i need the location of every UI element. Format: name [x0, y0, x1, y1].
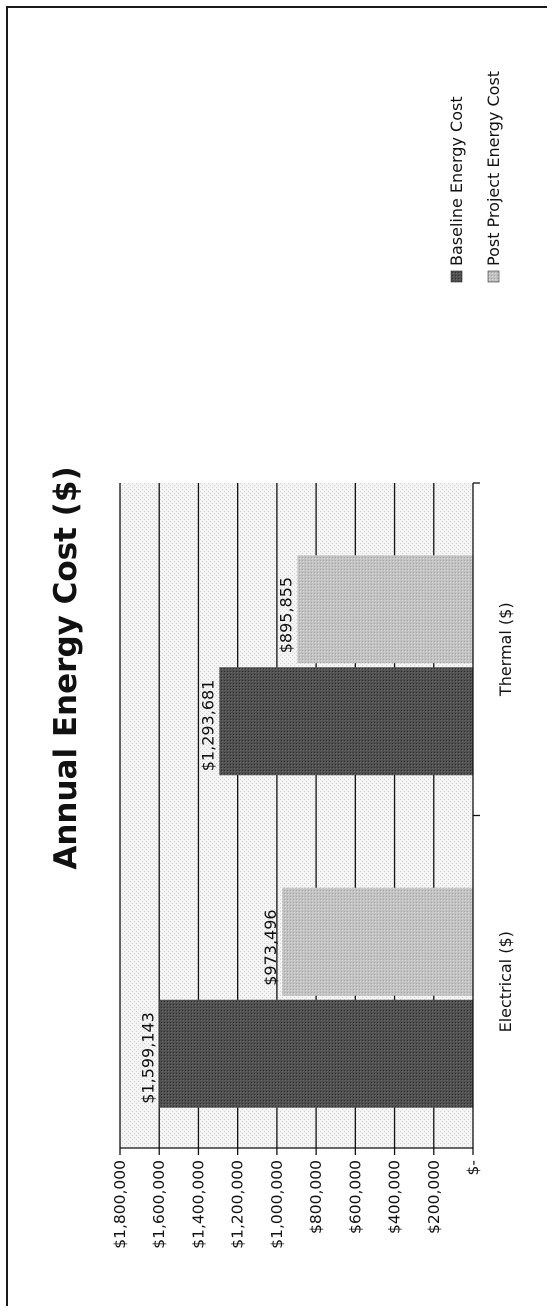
y-tick-label: $-: [464, 1160, 482, 1175]
chart-rotated-container: Annual Energy Cost ($) $- $200,000 $400,00…: [8, 8, 548, 1308]
y-tick-label: $600,000: [346, 1160, 364, 1234]
axes: [119, 482, 480, 1155]
bar-baseline-thermal: [219, 667, 473, 776]
y-tick-label: $800,000: [307, 1160, 325, 1234]
category-label: Thermal ($): [496, 602, 515, 697]
data-label: $1,599,143: [138, 1012, 157, 1104]
y-tick-label: $1,800,000: [111, 1160, 129, 1249]
legend: Baseline Energy Cost Post Project Energy …: [447, 71, 503, 283]
category-label: Electrical ($): [496, 931, 515, 1032]
data-label: $895,855: [276, 577, 295, 653]
data-label: $973,496: [261, 909, 280, 985]
y-tick-label: $1,600,000: [150, 1160, 168, 1249]
y-tick-label: $400,000: [386, 1160, 404, 1234]
y-tick-label: $200,000: [425, 1160, 443, 1234]
bar-chart: Annual Energy Cost ($) $- $200,000 $400,00…: [8, 8, 548, 1308]
labels: $- $200,000 $400,000 $600,000 $800,000 $1,000…: [111, 577, 515, 1249]
bar-post-project-thermal: [297, 555, 473, 664]
data-label: $1,293,681: [198, 680, 217, 772]
legend-label: Post Project Energy Cost: [484, 71, 503, 266]
bar-baseline-electrical: [159, 999, 473, 1108]
y-tick-label: $1,000,000: [268, 1160, 286, 1249]
legend-label: Baseline Energy Cost: [447, 96, 466, 266]
bar-post-project-electrical: [282, 887, 473, 996]
legend-swatch: [450, 270, 463, 283]
legend-swatch: [487, 270, 500, 283]
chart-title: Annual Energy Cost ($): [48, 466, 84, 869]
chart-frame: Annual Energy Cost ($) $- $200,000 $400,00…: [6, 6, 548, 1308]
y-tick-label: $1,400,000: [189, 1160, 207, 1249]
y-tick-label: $1,200,000: [229, 1160, 247, 1249]
bars: [159, 555, 473, 1108]
